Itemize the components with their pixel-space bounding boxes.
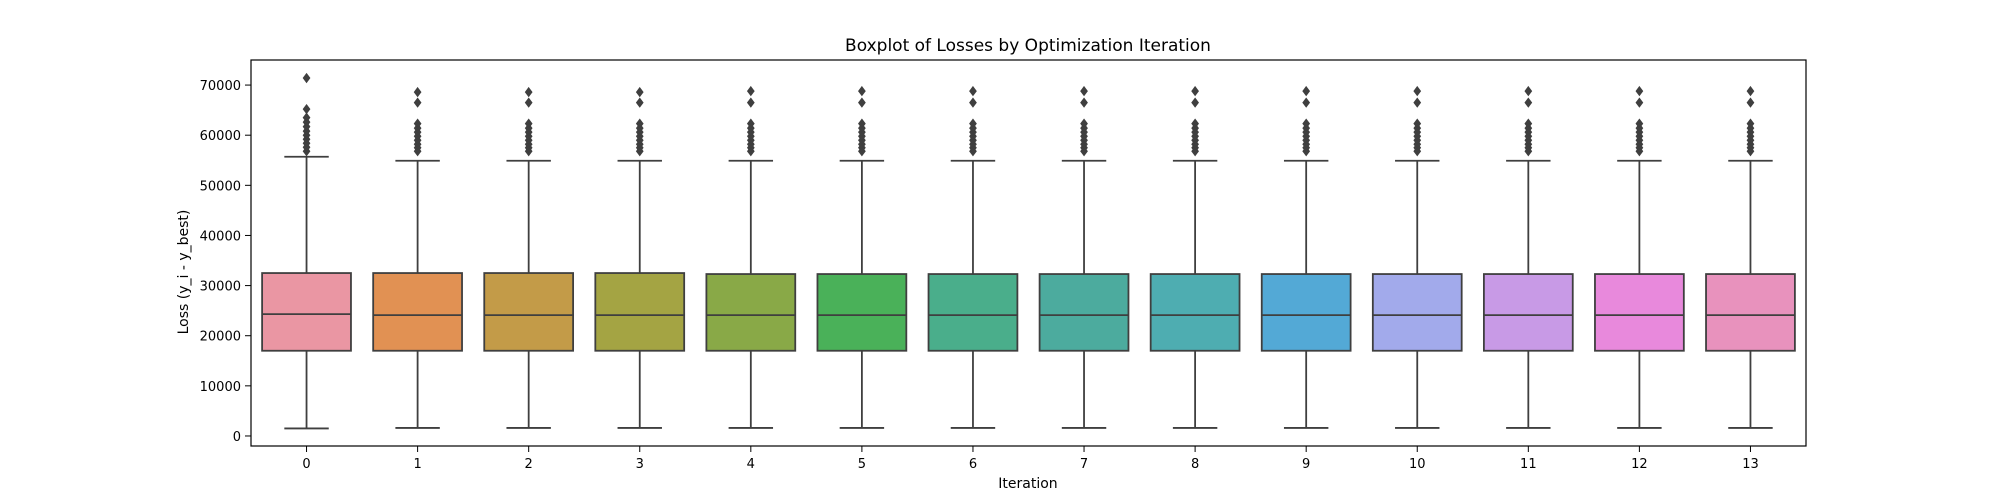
outlier-point <box>1413 97 1422 108</box>
outlier-point <box>969 85 977 97</box>
outlier-point <box>1746 85 1755 97</box>
outlier-point <box>1302 85 1311 97</box>
x-tick-label: 10 <box>1409 457 1426 472</box>
outlier-point <box>524 97 533 108</box>
outlier-point <box>302 112 311 123</box>
x-tick-label: 7 <box>1080 457 1088 472</box>
outlier-point <box>746 85 755 97</box>
x-tick-label: 8 <box>1191 457 1199 472</box>
outlier-point <box>1413 85 1422 97</box>
outlier-point <box>969 118 977 129</box>
outlier-point <box>1524 118 1533 129</box>
y-tick-label: 10000 <box>200 380 241 395</box>
outlier-point <box>302 72 311 84</box>
outlier-point <box>524 86 533 98</box>
x-tick-label: 9 <box>1302 457 1310 472</box>
x-tick-label: 1 <box>413 457 421 472</box>
y-tick-label: 70000 <box>200 79 241 94</box>
y-tick-label: 40000 <box>200 229 241 244</box>
box <box>594 272 686 352</box>
box <box>1482 273 1574 352</box>
box <box>372 272 463 352</box>
box <box>1149 273 1241 352</box>
outlier-point <box>1524 97 1533 108</box>
y-tick-label: 0 <box>233 430 241 445</box>
plot-frame <box>250 59 1807 447</box>
box <box>705 273 797 352</box>
box <box>483 272 575 352</box>
outlier-point <box>413 118 422 129</box>
outlier-point <box>302 103 311 115</box>
outlier-point <box>1635 97 1644 108</box>
chart-title: Boxplot of Losses by Optimization Iterat… <box>845 36 1211 56</box>
box <box>1038 273 1130 352</box>
x-tick-label: 0 <box>302 457 310 472</box>
outlier-point <box>1302 118 1311 129</box>
outlier-point <box>1080 97 1088 108</box>
outlier-point <box>1191 118 1199 129</box>
outlier-point <box>1524 85 1533 97</box>
outlier-point <box>1302 97 1311 108</box>
outlier-point <box>413 97 422 108</box>
box <box>1371 273 1463 352</box>
x-tick-label: 2 <box>525 457 533 472</box>
box <box>1594 273 1685 352</box>
outlier-point <box>635 97 644 108</box>
outlier-point <box>635 118 644 129</box>
outlier-point <box>858 97 866 108</box>
outlier-point <box>969 97 977 108</box>
outlier-point <box>858 118 866 129</box>
y-tick-label: 60000 <box>200 129 241 144</box>
outlier-point <box>635 86 644 98</box>
outlier-point <box>746 118 755 129</box>
outlier-point <box>1746 97 1755 108</box>
outlier-point <box>1080 85 1088 97</box>
x-tick-label: 5 <box>858 457 866 472</box>
x-tick-label: 11 <box>1520 457 1537 472</box>
outlier-point <box>1191 97 1199 108</box>
y-tick-label: 20000 <box>200 330 241 345</box>
outlier-point <box>1746 118 1755 129</box>
x-tick-label: 3 <box>636 457 644 472</box>
x-tick-label: 6 <box>969 457 977 472</box>
outlier-point <box>413 86 422 98</box>
outlier-point <box>858 85 866 97</box>
box <box>816 273 908 352</box>
outlier-point <box>1413 118 1422 129</box>
outlier-point <box>1191 85 1199 97</box>
y-tick-label: 50000 <box>200 179 241 194</box>
x-tick-label: 12 <box>1631 457 1648 472</box>
box <box>1260 273 1352 352</box>
x-tick-label: 4 <box>747 457 755 472</box>
box <box>1705 273 1796 352</box>
outlier-point <box>1080 118 1088 129</box>
y-tick-label: 30000 <box>200 280 241 295</box>
outlier-point <box>1635 85 1644 97</box>
outlier-point <box>524 118 533 129</box>
box <box>927 273 1019 352</box>
outlier-point <box>1635 118 1644 129</box>
outlier-point <box>746 97 755 108</box>
box <box>261 272 352 352</box>
x-axis-label: Iteration <box>998 476 1057 492</box>
y-axis-label: Loss (y_i - y_best) <box>176 210 192 335</box>
x-tick-label: 13 <box>1742 457 1759 472</box>
